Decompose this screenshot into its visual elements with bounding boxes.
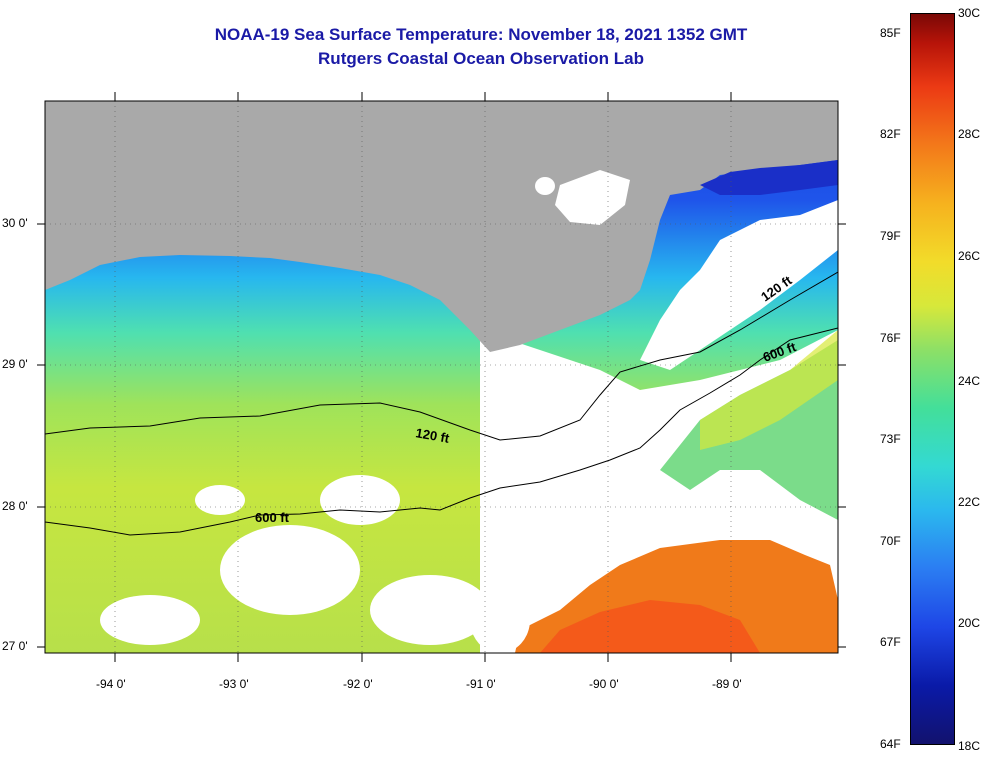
lake-pontchartrain [555,170,630,225]
cloud-patch [320,475,400,525]
colorbar-celsius-label: 24C [958,374,981,388]
colorbar-fahrenheit-label: 64F [880,737,901,751]
lon-label: -94 0' [96,677,126,691]
colorbar-celsius-label: 20C [958,616,981,630]
colorbar-celsius-label: 30C [958,6,981,20]
colorbar-fahrenheit-label: 79F [880,229,901,243]
lon-label: -92 0' [343,677,373,691]
contour-120ft [45,271,838,441]
map-subtitle: Rutgers Coastal Ocean Observation Lab [318,49,644,68]
cloud-patch [470,587,530,653]
colorbar-celsius-label: 22C [958,495,981,509]
cold-water-northeast [700,160,838,195]
warm-band-east [700,330,838,450]
lon-label: -91 0' [466,677,496,691]
lake-maurepas [535,177,555,195]
colorbar-fahrenheit-label: 76F [880,331,901,345]
cloud-patch [100,595,200,645]
colorbar-celsius-label: 18C [958,739,981,753]
colorbar-fahrenheit-label: 67F [880,635,901,649]
temperature-colorbar [910,13,955,745]
colorbar-fahrenheit-label: 70F [880,534,901,548]
land-louisiana-texas [45,101,838,352]
cloud-patch [195,485,245,515]
lat-label: 29 0' [2,357,28,371]
lon-label: -90 0' [589,677,619,691]
cloud-patch [220,525,360,615]
lat-label: 30 0' [2,216,28,230]
lon-label: -93 0' [219,677,249,691]
nodata-delta-region [640,200,838,370]
colorbar-celsius-label: 26C [958,249,981,263]
contour-label: 120 ft [414,425,451,446]
colorbar-celsius-label: 28C [958,127,981,141]
lon-label: -89 0' [712,677,742,691]
map-title: NOAA-19 Sea Surface Temperature: Novembe… [214,25,748,44]
contour-600ft [45,327,838,536]
colorbar-fahrenheit-label: 82F [880,127,901,141]
cloud-patch [370,575,490,645]
warm-water-core [540,600,760,653]
lat-label: 28 0' [2,499,28,513]
map-frame [44,100,839,654]
lat-label: 27 0' [2,639,28,653]
colorbar-fahrenheit-label: 85F [880,26,901,40]
colorbar-fahrenheit-label: 73F [880,432,901,446]
contour-label: 600 ft [255,510,290,525]
